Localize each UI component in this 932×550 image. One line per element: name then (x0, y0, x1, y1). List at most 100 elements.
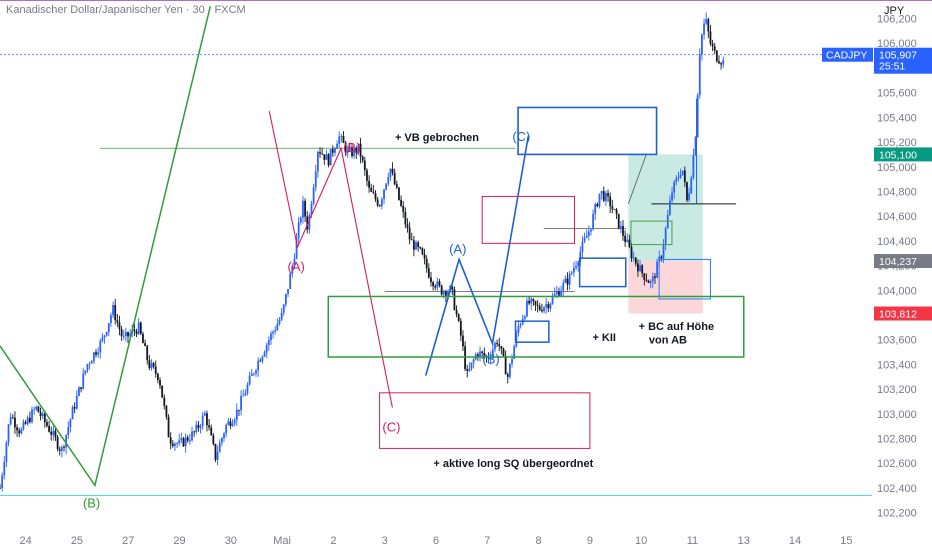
candle-body (274, 330, 277, 332)
candle-body (421, 248, 424, 255)
x-tick-label: 2 (330, 535, 336, 547)
candle-body (43, 413, 46, 422)
candle-body (538, 306, 541, 310)
candle-body (323, 154, 326, 160)
candle-body (573, 267, 575, 273)
candle-body (16, 427, 18, 431)
candle-body (182, 438, 185, 447)
candle-body (73, 407, 76, 409)
candle-body (7, 424, 10, 443)
candle-body (56, 437, 59, 450)
x-tick-label: 11 (687, 535, 698, 547)
candle-body (90, 361, 93, 364)
candle-body (611, 206, 614, 210)
candle-body (214, 443, 217, 460)
candle-body (325, 154, 328, 160)
candle-body (609, 196, 612, 207)
candle-body (630, 246, 633, 259)
x-tick-label: 9 (587, 535, 593, 547)
candle-body (248, 375, 251, 385)
sl-price-badge (874, 306, 932, 321)
candle-body (664, 228, 667, 245)
candle-body (302, 200, 304, 218)
countdown-text: 25:51 (879, 61, 905, 73)
candle-body (686, 182, 688, 201)
wave-label-pink-c: (C) (382, 420, 400, 435)
candle-body (598, 193, 601, 207)
candle-body (167, 416, 170, 438)
candle-body (534, 301, 537, 306)
candle-body (139, 322, 142, 334)
candle-body (504, 355, 507, 375)
candle-body (331, 149, 334, 153)
candle-body (112, 304, 114, 316)
candle-body (270, 333, 272, 341)
candle-body (342, 135, 345, 143)
candle-body (229, 421, 232, 427)
candle-body (440, 285, 443, 295)
candle-body (564, 278, 567, 283)
candle-body (84, 370, 87, 374)
candle-body (372, 191, 375, 194)
candle-body (462, 335, 464, 347)
pink-target-box (379, 392, 591, 449)
candle-body (188, 440, 191, 441)
candle-body (265, 344, 268, 353)
candle-body (669, 200, 671, 215)
sq-annotation: + aktive long SQ übergeordnet (433, 458, 593, 470)
candle-body (705, 19, 708, 24)
candle-body (496, 343, 498, 345)
candle-body (33, 409, 36, 411)
x-tick-label: 6 (433, 535, 439, 547)
candle-body (308, 215, 311, 230)
candle-body (306, 216, 309, 230)
y-tick-label: 103,200 (877, 384, 917, 396)
candle-body (547, 304, 550, 309)
candle-body (191, 431, 193, 441)
candle-body (718, 61, 720, 64)
candle-body (380, 199, 383, 207)
candle-body (560, 290, 563, 296)
candle-body (602, 191, 605, 201)
candle-body (720, 63, 723, 65)
candle-body (651, 276, 654, 282)
candle-body (402, 205, 405, 212)
x-tick-label: 24 (20, 535, 32, 547)
candle-body (24, 422, 27, 424)
candle-body (348, 148, 351, 150)
candle-body (165, 405, 168, 417)
candle-body (310, 203, 313, 216)
candle-body (252, 373, 255, 375)
candle-body (579, 251, 582, 263)
sl-price-badge-text: 103,812 (879, 309, 917, 321)
candle-body (400, 199, 402, 206)
candle-body (278, 319, 281, 325)
candle-body (357, 143, 360, 153)
candle-body (154, 366, 157, 374)
y-tick-label: 104,000 (877, 285, 917, 297)
candle-body (5, 442, 8, 462)
candle-body (14, 417, 16, 428)
candle-body (457, 314, 460, 321)
y-tick-label: 104,800 (877, 186, 917, 198)
x-tick-label: 27 (122, 535, 134, 547)
candle-body (238, 409, 240, 411)
candle-body (368, 180, 370, 188)
x-tick-label: 3 (382, 535, 388, 547)
candle-body (494, 343, 496, 350)
candle-body (694, 137, 697, 156)
candle-body (287, 288, 289, 294)
kii-annotation: + KII (592, 332, 616, 344)
candle-body (671, 192, 673, 201)
candle-body (122, 336, 125, 337)
candle-body (592, 213, 595, 230)
candle-body (329, 149, 332, 166)
candle-body (295, 238, 298, 259)
wave-label-green-b: (B) (83, 495, 100, 510)
wave-label-pink-b: (B) (343, 140, 360, 155)
candle-body (545, 304, 548, 308)
candle-body (171, 443, 174, 446)
candle-body (519, 324, 522, 326)
